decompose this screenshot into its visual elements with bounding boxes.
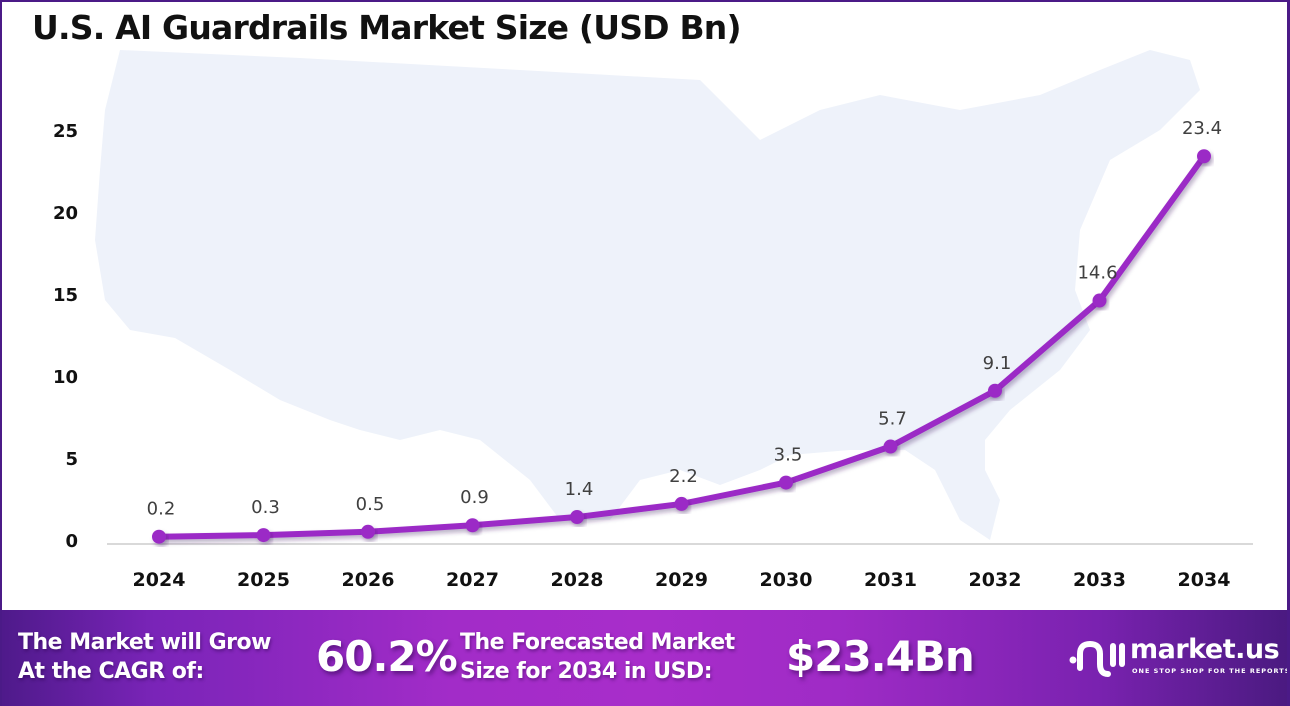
y-axis: 0 5 10 15 20 25 xyxy=(53,121,78,552)
data-label: 1.4 xyxy=(565,479,594,500)
data-label: 14.6 xyxy=(1077,263,1117,284)
data-label: 3.5 xyxy=(774,445,803,466)
us-map-background xyxy=(95,50,1200,540)
y-tick-label: 15 xyxy=(53,285,78,306)
y-tick-label: 10 xyxy=(53,367,78,388)
data-point xyxy=(1197,149,1211,164)
y-tick-label: 20 xyxy=(53,203,78,224)
data-label: 2.2 xyxy=(669,466,698,487)
data-point xyxy=(988,383,1002,398)
y-tick-label: 0 xyxy=(65,531,78,552)
data-point xyxy=(779,475,793,490)
y-tick-label: 5 xyxy=(65,449,78,470)
data-point xyxy=(570,510,584,525)
data-label: 23.4 xyxy=(1182,118,1222,139)
cagr-value: 60.2% xyxy=(316,632,458,681)
forecast-label: The Forecasted Market Size for 2034 in U… xyxy=(460,628,735,686)
x-tick-label: 2032 xyxy=(969,569,1022,591)
x-tick-label: 2025 xyxy=(237,569,290,591)
logo-wordmark: market.us xyxy=(1130,634,1280,665)
x-tick-label: 2026 xyxy=(342,569,395,591)
x-tick-label: 2031 xyxy=(864,569,917,591)
x-tick-label: 2024 xyxy=(133,569,186,591)
forecast-label-line2: Size for 2034 in USD: xyxy=(460,659,712,684)
forecast-label-line1: The Forecasted Market xyxy=(460,630,735,655)
market-us-logo[interactable]: market.us ONE STOP SHOP FOR THE REPORTS xyxy=(1068,634,1289,678)
data-point xyxy=(1092,293,1107,308)
data-point xyxy=(674,496,689,511)
x-axis: 2024 2025 2026 2027 2028 2029 2030 2031 2032 2033… xyxy=(133,569,1231,591)
logo-tagline: ONE STOP SHOP FOR THE REPORTS xyxy=(1132,667,1290,675)
data-point xyxy=(256,528,271,543)
market-us-logo-icon xyxy=(1069,640,1125,677)
data-point xyxy=(361,524,375,539)
x-tick-label: 2029 xyxy=(655,569,708,591)
cagr-label: The Market will Grow At the CAGR of: xyxy=(18,628,271,686)
data-point xyxy=(152,529,166,544)
chart-title: U.S. AI Guardrails Market Size (USD Bn) xyxy=(32,8,742,47)
data-label: 9.1 xyxy=(983,353,1012,374)
data-point xyxy=(465,518,480,533)
cagr-label-line1: The Market will Grow xyxy=(18,630,271,655)
forecast-value: $23.4Bn xyxy=(786,632,975,681)
x-tick-label: 2034 xyxy=(1178,569,1231,591)
y-tick-label: 25 xyxy=(53,121,78,142)
x-tick-label: 2030 xyxy=(760,569,813,591)
cagr-label-line2: At the CAGR of: xyxy=(18,659,204,684)
x-tick-label: 2033 xyxy=(1073,569,1126,591)
data-point xyxy=(883,439,898,454)
x-tick-label: 2028 xyxy=(551,569,604,591)
data-label: 0.2 xyxy=(147,499,176,520)
data-label: 0.3 xyxy=(251,497,280,518)
data-label: 0.9 xyxy=(460,487,489,508)
x-tick-label: 2027 xyxy=(446,569,499,591)
data-label: 5.7 xyxy=(878,409,907,430)
footer-banner: The Market will Grow At the CAGR of: 60.… xyxy=(0,610,1290,706)
data-label: 0.5 xyxy=(356,494,385,515)
data-points xyxy=(152,149,1211,544)
data-labels: 0.2 0.3 0.5 0.9 1.4 2.2 3.5 5.7 9.1 14.6 23.4 xyxy=(147,118,1222,519)
